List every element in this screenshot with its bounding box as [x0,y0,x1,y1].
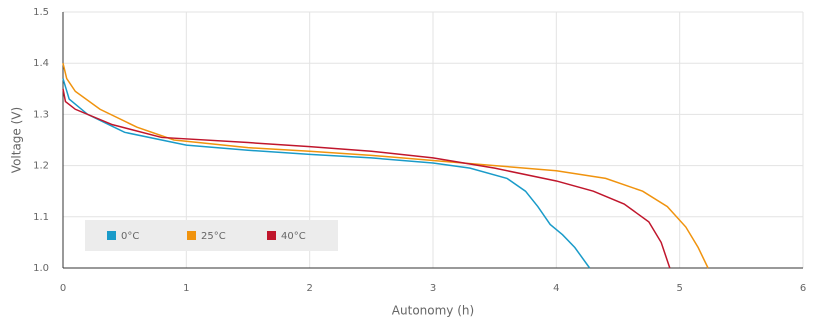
y-tick-label: 1.2 [33,161,49,172]
x-tick-label: 3 [430,283,436,294]
x-axis-label: Autonomy (h) [392,304,474,318]
legend-label: 0°C [121,231,139,242]
x-tick-label: 4 [553,283,559,294]
x-tick-label: 2 [306,283,312,294]
y-tick-label: 1.3 [33,109,49,120]
legend-label: 40°C [281,231,306,242]
y-tick-label: 1.4 [33,58,49,69]
series-line [62,88,671,269]
legend-swatch [267,231,276,240]
x-tick-label: 5 [676,283,682,294]
y-tick-label: 1.1 [33,212,49,223]
legend-box [85,220,338,251]
y-axis-label: Voltage (V) [10,107,24,173]
series-line [62,78,591,269]
x-tick-label: 6 [800,283,806,294]
legend-swatch [187,231,196,240]
x-tick-label: 1 [183,283,189,294]
legend-label: 25°C [201,231,226,242]
x-tick-label: 0 [60,283,66,294]
series-line [62,63,709,269]
y-tick-label: 1.5 [33,7,49,18]
legend-swatch [107,231,116,240]
y-tick-label: 1.0 [33,263,49,274]
